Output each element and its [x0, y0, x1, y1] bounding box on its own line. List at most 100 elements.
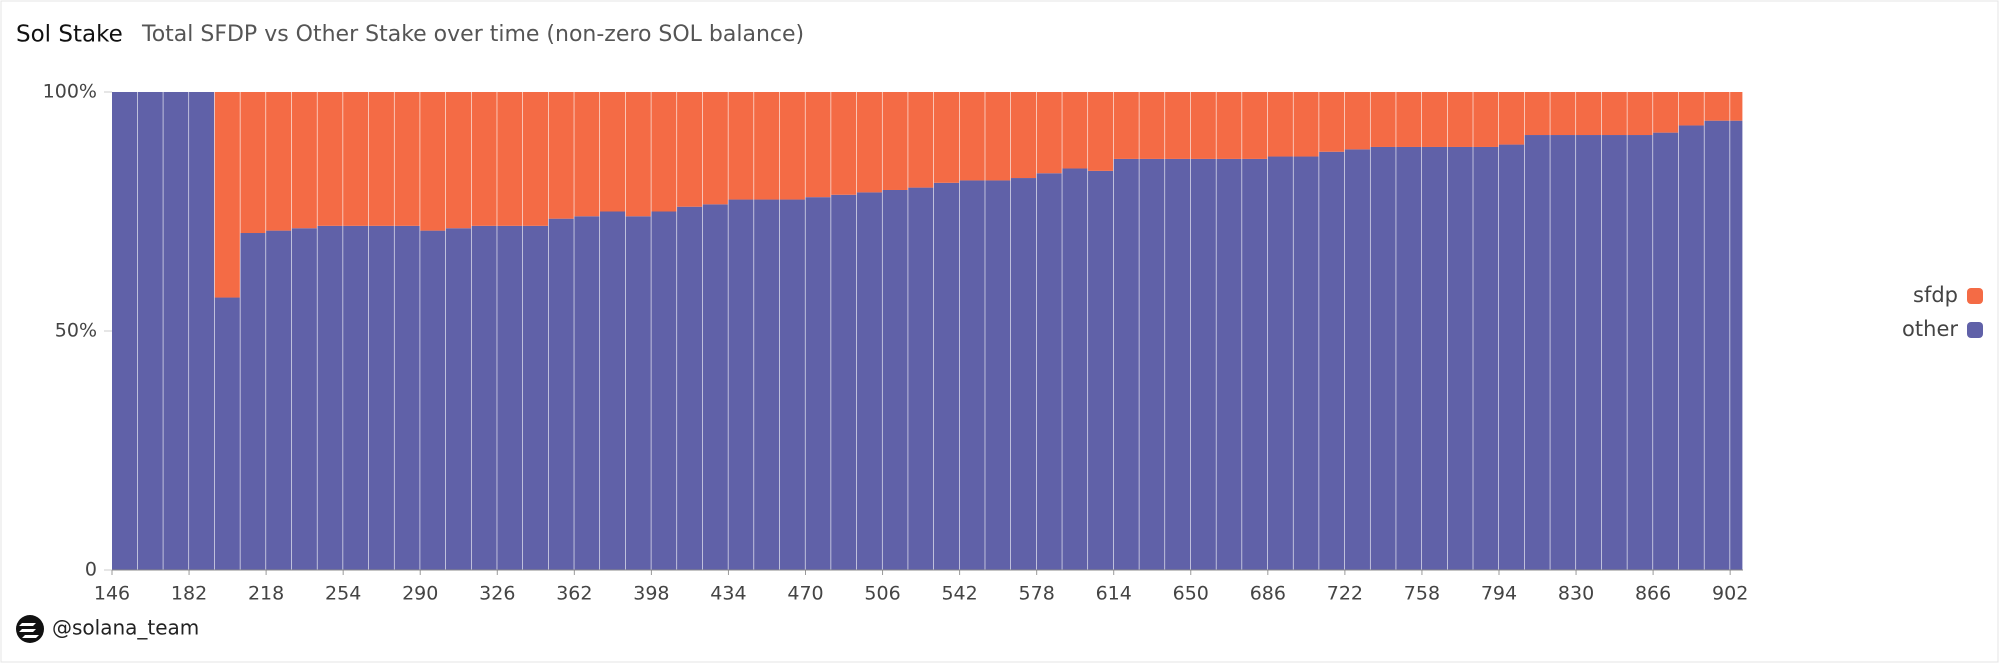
bar-segment [1524, 92, 1550, 136]
bar-segment [112, 92, 138, 570]
x-tick-label: 866 [1635, 583, 1671, 605]
bar-segment [779, 199, 805, 571]
bar-segment [574, 216, 600, 570]
bar-segment [908, 187, 934, 570]
bar-segment [1704, 120, 1730, 571]
bar-segment [1653, 132, 1679, 570]
bar-segment [214, 92, 240, 298]
bar-segment [651, 211, 677, 570]
bar-segment [317, 225, 343, 570]
bar-segment [445, 92, 471, 229]
bar-segment [1319, 151, 1345, 570]
bar-segment [1576, 135, 1602, 570]
bar-segment [933, 92, 960, 183]
bar-segment [343, 225, 369, 570]
bar-segment [1678, 92, 1704, 126]
bar-segment [754, 199, 780, 571]
bar-segment [1550, 135, 1576, 570]
x-tick-label: 398 [633, 583, 669, 605]
x-tick-label: 542 [941, 583, 977, 605]
bar-segment [1267, 92, 1293, 157]
x-tick-label: 614 [1096, 583, 1132, 605]
x-tick-label: 578 [1019, 583, 1055, 605]
legend-label: other [1902, 317, 1958, 341]
bar-segment [1062, 168, 1088, 571]
bar-segment [1139, 92, 1165, 159]
bar-segment [522, 225, 549, 570]
bar-segment [959, 92, 985, 181]
bar-segment [1319, 92, 1345, 152]
bar-segment [497, 92, 523, 226]
bar-segment [1421, 146, 1448, 570]
bar-segment [908, 92, 934, 188]
x-tick-label: 218 [248, 583, 284, 605]
legend-swatch [1967, 322, 1983, 338]
chart-subtitle: Total SFDP vs Other Stake over time (non… [141, 22, 804, 47]
bar-segment [600, 211, 626, 570]
bar-segment [702, 92, 728, 205]
bar-segment [1293, 92, 1319, 157]
bar-segment [677, 92, 703, 207]
bar-segment [1396, 146, 1422, 570]
bar-segment [1653, 92, 1679, 133]
bar-segment [882, 92, 908, 190]
bar-segment [291, 92, 317, 229]
bar-segment [625, 216, 651, 570]
bar-segment [471, 225, 497, 570]
bar-segment [1165, 158, 1191, 571]
bar-segment [368, 225, 394, 570]
x-tick-label: 794 [1481, 583, 1517, 605]
bar-segment [1344, 149, 1370, 571]
bar-segment [445, 228, 471, 571]
bar-segment [805, 92, 831, 198]
bar-segment [985, 92, 1011, 181]
bar-segment [1576, 92, 1602, 136]
bar-segment [394, 225, 420, 570]
logo-mark [19, 623, 39, 638]
bar-segment [266, 92, 292, 231]
x-tick-label: 326 [479, 583, 515, 605]
bar-segment [368, 92, 394, 226]
bar-segment [831, 92, 857, 195]
bar-segment [1216, 158, 1242, 571]
bar-segment [1010, 92, 1037, 179]
x-tick-label: 146 [94, 583, 130, 605]
x-tick-label: 254 [325, 583, 361, 605]
bar-segment [317, 92, 343, 226]
bar-segment [1678, 125, 1704, 571]
bar-segment [1165, 92, 1191, 159]
bar-segment [702, 204, 728, 570]
bar-segment [240, 92, 266, 234]
bar-segment [1190, 92, 1216, 159]
bar-segment [1601, 135, 1627, 570]
chart-title: Sol Stake [16, 22, 123, 48]
y-tick-label: 50% [55, 320, 97, 342]
bar-segment [1421, 92, 1448, 147]
bar-segment [1216, 92, 1242, 159]
bar-segment [1139, 158, 1165, 571]
bar-segment [214, 297, 240, 570]
bar-segment [291, 228, 317, 571]
bar-segment [574, 92, 600, 217]
bar-segment [1704, 92, 1730, 121]
bar-segment [831, 194, 857, 570]
bar-segment [1113, 158, 1139, 571]
bar-segment [1190, 158, 1216, 571]
bar-segment [1242, 92, 1268, 159]
bar-segment [985, 180, 1011, 570]
bar-segment [394, 92, 420, 226]
bar-segment [343, 92, 369, 226]
legend-swatch [1967, 288, 1983, 304]
bar-segment [1036, 173, 1062, 570]
bar-segment [1267, 156, 1293, 570]
bar-segment [959, 180, 985, 570]
x-tick-label: 470 [787, 583, 823, 605]
bar-segment [600, 92, 626, 212]
x-tick-label: 758 [1404, 583, 1440, 605]
bar-segment [522, 92, 549, 226]
y-tick-label: 100% [43, 81, 97, 103]
bar-segment [1113, 92, 1139, 159]
bar-segment [1601, 92, 1627, 136]
bar-segment [240, 233, 266, 570]
bar-segment [1370, 146, 1396, 570]
